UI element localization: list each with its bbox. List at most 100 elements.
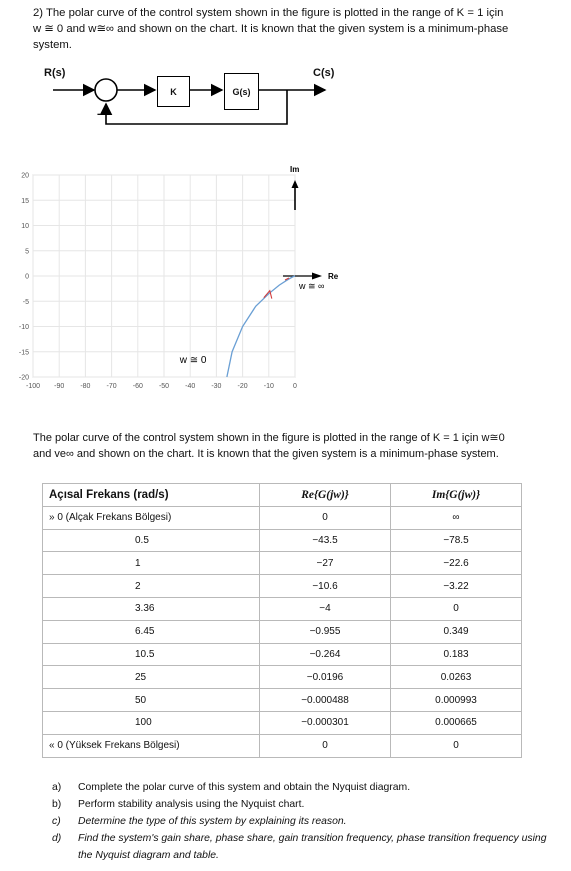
table-cell: −0.955 [259,619,391,644]
table-row: 6.45 −0.955 0.349 [42,619,522,644]
x-tick-label: -20 [238,383,248,390]
frequency-response-table: Açısal Frekans (rad/s) Re{G(jw)} Im{G(jw… [42,483,522,758]
task-text: Complete the polar curve of this system … [78,782,411,793]
origin-marker [284,277,290,281]
table-row: « 0 (Yüksek Frekans Bölgesi) 0 0 [42,733,522,758]
task-item: a) Complete the polar curve of this syste… [52,779,557,796]
task-text: Determine the type of this system by exp… [78,816,347,827]
table-cell: −22.6 [390,551,522,576]
paragraph-line-2: and ve∞ and shown on the chart. It is kn… [33,448,499,460]
x-tick-label: -50 [159,383,169,390]
table-row: » 0 (Alçak Frekans Bölgesi) 0 ∞ [42,505,522,530]
output-label: C(s) [313,67,335,79]
x-tick-label: -90 [54,383,64,390]
table-cell: −27 [259,551,391,576]
table-cell: 0.183 [390,642,522,667]
table-row: 0.5 −43.5 −78.5 [42,528,522,553]
table-cell: 0.000665 [390,710,522,735]
x-tick-label: 0 [293,383,297,390]
polar-chart: -100 -90 -80 -70 -60 -50 -40 -30 -20 -10 020151050… [19,165,339,391]
plant-block: G(s) [224,73,259,110]
table-cell: −0.000488 [259,688,391,712]
x-tick-label: -70 [107,383,117,390]
table-cell: −0.264 [259,642,391,667]
re-axis-label: Re [328,272,339,281]
table-cell: −0.0196 [259,665,391,690]
y-tick-label: -5 [23,299,29,306]
table-cell: 1 [42,551,260,576]
table-cell: « 0 (Yüksek Frekans Bölgesi) [42,733,260,758]
table-row: 1 −27 −22.6 [42,551,522,576]
header-real: Re{G(jw)} [259,483,391,507]
table-cell: −0.000301 [259,710,391,735]
table-cell: 0 [259,733,391,758]
table-cell: −78.5 [390,528,522,553]
table-cell: 0.000993 [390,688,522,712]
header-frequency: Açısal Frekans (rad/s) [42,483,260,507]
task-label: c) [52,816,61,827]
table-cell: 0.349 [390,619,522,644]
table-cell: 3.36 [42,596,260,621]
task-text: Find the system's gain share, phase shar… [78,833,547,861]
table-row: 10.5 −0.264 0.183 [42,642,522,667]
x-tick-label: -80 [80,383,90,390]
polar-curve-line [226,275,296,378]
y-tick-label: -15 [19,349,29,356]
table-cell: » 0 (Alçak Frekans Bölgesi) [42,505,260,530]
question-line-3: system. [33,39,72,51]
table-cell: 50 [42,688,260,712]
table-cell: 0.0263 [390,665,522,690]
gain-block: K [157,76,190,107]
table-row: 3.36 −4 0 [42,596,522,621]
table-cell: ∞ [390,505,522,530]
question-text: 2) The polar curve of the control system… [33,5,558,53]
table-header-row: Açısal Frekans (rad/s) Re{G(jw)} Im{G(jw… [42,483,522,507]
task-item: c) Determine the type of this system by e… [52,813,557,830]
x-tick-label: -10 [264,383,274,390]
y-tick-label: 0 [25,274,29,281]
table-cell: −10.6 [259,574,391,598]
block-diagram-wires [53,78,327,125]
y-tick-label: 15 [21,198,29,205]
curve-direction-arrow [263,289,273,299]
question-line-2: w ≅ 0 and w≅∞ and shown on the chart. It… [33,23,509,35]
task-text: Perform stability analysis using the Nyq… [78,799,305,810]
y-tick-label: 5 [25,248,29,255]
x-tick-label: -100 [26,383,40,390]
table-cell: −43.5 [259,528,391,553]
im-axis-label: Im [290,165,299,174]
x-tick-label: -60 [133,383,143,390]
table-cell: 0 [259,505,391,530]
task-label: b) [52,799,62,810]
chart-ticks: -100 -90 -80 -70 -60 -50 -40 -30 -20 -10 020151050… [19,173,297,391]
y-tick-label: -10 [19,324,29,331]
table-cell: 2 [42,574,260,598]
chart-axes [283,180,322,280]
chart-curve [226,275,296,378]
re-axis-arrow [312,272,322,280]
table-row: 25 −0.0196 0.0263 [42,665,522,690]
task-item: b) Perform stability analysis using the N… [52,796,557,813]
table-cell: 10.5 [42,642,260,667]
block-diagram: R(s) C(s) - K G(s) [0,0,571,170]
y-tick-label: -20 [19,375,29,382]
table-cell: 0 [390,596,522,621]
task-label: d) [52,833,62,844]
y-tick-label: 20 [21,173,29,180]
question-line-1: 2) The polar curve of the control system… [33,7,504,19]
table-row: 100 −0.000301 0.000665 [42,710,522,735]
table-cell: 0 [390,733,522,758]
description-paragraph: The polar curve of the control system sh… [33,430,563,462]
table-cell: 0.5 [42,528,260,553]
x-tick-label: -40 [185,383,195,390]
high-frequency-annotation: w ≅ ∞ [298,281,324,291]
chart-grid [32,174,296,378]
table-cell: 6.45 [42,619,260,644]
task-list: a) Complete the polar curve of this syste… [52,779,557,864]
low-frequency-annotation: w ≅ 0 [179,355,207,366]
im-axis-arrow [291,180,299,188]
y-tick-label: 10 [21,223,29,230]
header-imag: Im{G(jw)} [390,483,522,507]
paragraph-line-1: The polar curve of the control system sh… [33,432,505,444]
task-label: a) [52,782,62,793]
